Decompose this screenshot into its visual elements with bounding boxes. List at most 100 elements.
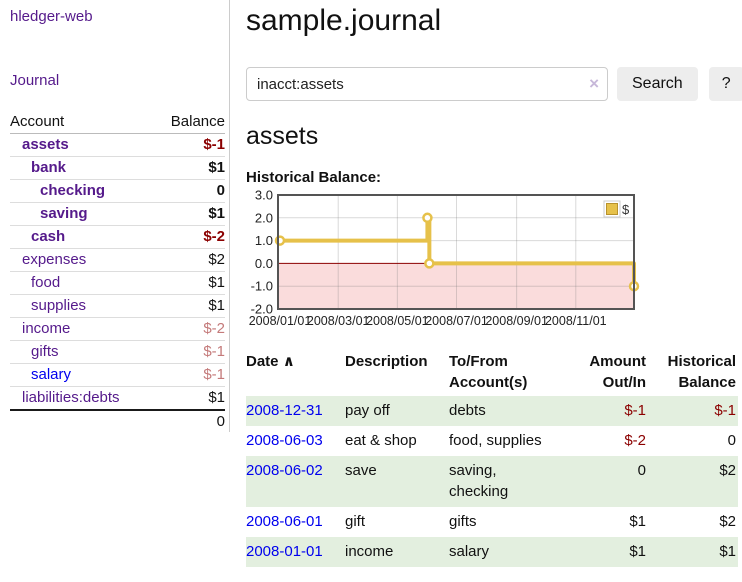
account-row: bank $1	[10, 157, 225, 180]
transaction-date-link[interactable]: 2008-12-31	[246, 402, 323, 419]
app-window: hledger-web Journal Account Balance asse…	[0, 0, 742, 567]
accounts-header-balance: Balance	[170, 113, 225, 130]
register-header-amount: Amount Out/In	[589, 353, 646, 391]
search-input[interactable]	[246, 67, 608, 101]
svg-text:2008/05/01: 2008/05/01	[366, 314, 429, 328]
register-header-accounts: To/From Account(s)	[449, 353, 528, 391]
account-link-gifts[interactable]: gifts	[31, 343, 59, 360]
transaction-date-link[interactable]: 2008-01-01	[246, 543, 323, 560]
accounts-header-account: Account	[10, 113, 65, 130]
register-cell-balance: 0	[727, 432, 736, 449]
account-link-food[interactable]: food	[31, 274, 61, 291]
account-row: liabilities:debts $1	[10, 387, 225, 409]
account-row: cash $-2	[10, 226, 225, 249]
account-balance: $1	[208, 159, 225, 176]
register-cell-accounts: salary	[449, 537, 560, 567]
main-content: sample.journal × Search ? assets Histori…	[230, 0, 742, 567]
register-cell-description: gift	[345, 513, 366, 530]
account-balance: $2	[208, 251, 225, 268]
register-cell-accounts: saving, checking	[449, 456, 560, 507]
svg-text:$: $	[622, 202, 630, 217]
account-link-income[interactable]: income	[22, 320, 71, 337]
account-balance: $1	[208, 205, 225, 222]
svg-text:2008/01/01: 2008/01/01	[249, 314, 312, 328]
register-cell-accounts: debts	[449, 396, 560, 426]
account-row: supplies $1	[10, 295, 225, 318]
register-header-description: Description	[345, 353, 428, 370]
account-row: salary $-1	[10, 364, 225, 387]
clear-search-icon[interactable]: ×	[589, 74, 599, 93]
register-cell-balance: $2	[719, 513, 736, 530]
register-cell-description: save	[345, 456, 449, 507]
account-balance: $-1	[203, 136, 225, 153]
svg-text:2008/07/01: 2008/07/01	[425, 314, 488, 328]
page-title: sample.journal	[246, 4, 442, 37]
svg-text:-2.0: -2.0	[251, 302, 273, 317]
accounts-total-value: 0	[216, 413, 225, 430]
transaction-date-link[interactable]: 2008-06-01	[246, 513, 323, 530]
accounts-total-row: 0	[10, 409, 225, 432]
register-cell-amount: $1	[629, 513, 646, 530]
account-balance: $-2	[203, 228, 225, 245]
register-cell-amount: $1	[560, 537, 648, 567]
register-cell-accounts: food, supplies	[449, 432, 542, 449]
app-title-link[interactable]: hledger-web	[10, 8, 93, 25]
sort-ascending-icon: ∧	[282, 353, 295, 370]
register-table: Date ∧ Description To/From Account(s) Am…	[246, 348, 738, 567]
register-cell-description: pay off	[345, 396, 449, 426]
register-cell-date: 2008-12-31	[246, 396, 345, 426]
account-link-expenses[interactable]: expenses	[22, 251, 87, 268]
account-balance: $1	[208, 297, 225, 314]
sidebar: hledger-web Journal Account Balance asse…	[0, 0, 230, 567]
transaction-date-link[interactable]: 2008-06-02	[246, 462, 323, 479]
svg-text:-1.0: -1.0	[251, 279, 273, 294]
svg-text:3.0: 3.0	[255, 190, 273, 203]
register-cell-amount: $-1	[560, 396, 648, 426]
chart-title: Historical Balance:	[246, 169, 382, 186]
account-row: gifts $-1	[10, 341, 225, 364]
register-cell-amount: 0	[560, 456, 648, 507]
account-balance: 0	[216, 182, 225, 199]
account-row: checking 0	[10, 180, 225, 203]
account-link-assets[interactable]: assets	[22, 136, 69, 153]
account-balance: $-1	[203, 343, 225, 360]
register-header-balance: Historical Balance	[667, 353, 736, 391]
accounts-table: Account Balance assets $-1 bank $1 checking 0…	[10, 110, 225, 432]
accounts-rows: assets $-1 bank $1 checking 0 saving $1 cash $-2 e…	[10, 134, 225, 409]
account-link-supplies[interactable]: supplies	[31, 297, 87, 314]
account-link-salary[interactable]: salary	[31, 366, 72, 383]
account-balance: $1	[208, 274, 225, 291]
account-row: income $-2	[10, 318, 225, 341]
register-row: 2008-06-03 eat & shop food, supplies $-2 0	[246, 426, 738, 456]
transaction-date-link[interactable]: 2008-06-03	[246, 432, 323, 449]
register-cell-balance: $2	[648, 456, 738, 507]
journal-link[interactable]: Journal	[10, 72, 60, 89]
register-row: 2008-12-31 pay off debts $-1 $-1	[246, 396, 738, 426]
svg-text:2008/11/01: 2008/11/01	[545, 314, 607, 328]
register-cell-description: eat & shop	[345, 432, 417, 449]
account-link-cash[interactable]: cash	[31, 228, 66, 245]
register-header-date[interactable]: Date ∧	[246, 353, 295, 370]
search-form: × Search ?	[246, 67, 742, 101]
account-link-liabilities-debts[interactable]: liabilities:debts	[22, 389, 120, 406]
account-link-saving[interactable]: saving	[40, 205, 88, 222]
account-link-checking[interactable]: checking	[40, 182, 106, 199]
account-link-bank[interactable]: bank	[31, 159, 67, 176]
register-cell-date: 2008-01-01	[246, 537, 345, 567]
register-header-row: Date ∧ Description To/From Account(s) Am…	[246, 348, 738, 396]
register-cell-accounts: gifts	[449, 513, 477, 530]
account-row: food $1	[10, 272, 225, 295]
register-cell-date: 2008-06-02	[246, 456, 345, 507]
help-button[interactable]: ?	[708, 67, 742, 101]
account-balance: $1	[208, 389, 225, 406]
register-row: 2008-01-01 income salary $1 $1	[246, 537, 738, 567]
svg-text:1.0: 1.0	[255, 233, 273, 248]
account-balance: $-1	[203, 366, 225, 383]
svg-text:0.0: 0.0	[255, 256, 273, 271]
account-row: expenses $2	[10, 249, 225, 272]
accounts-table-header: Account Balance	[10, 110, 225, 134]
search-button[interactable]: Search	[617, 67, 698, 101]
svg-text:2008/03/01: 2008/03/01	[307, 314, 370, 328]
account-balance: $-2	[203, 320, 225, 337]
balance-chart: $3.0 2.0 1.0 0.0 -1.0 -2.0 2008/01/01 2008/03/0…	[246, 188, 742, 337]
